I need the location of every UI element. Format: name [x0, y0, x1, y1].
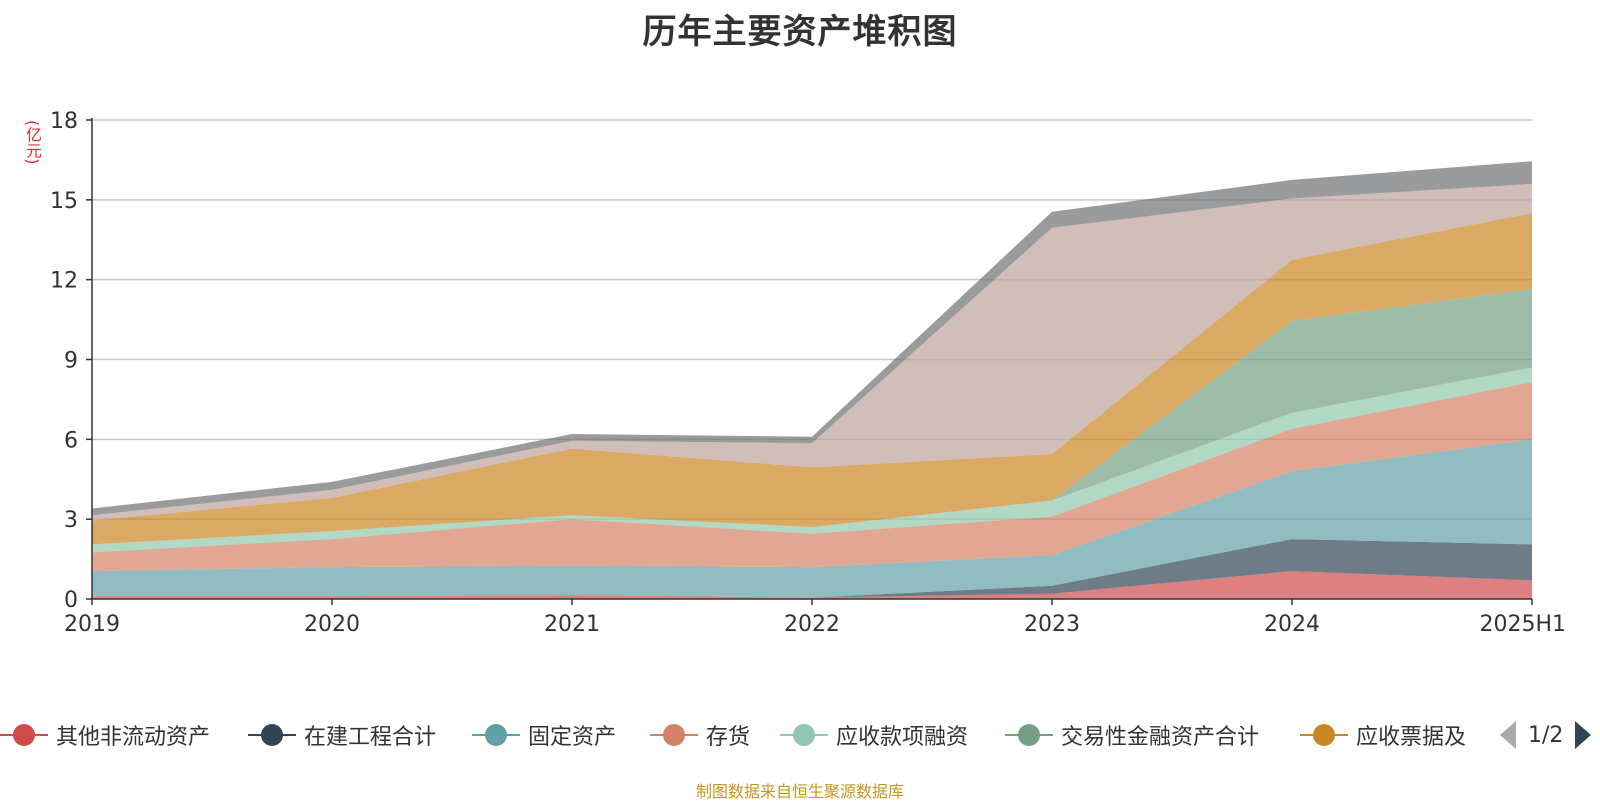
legend-label: 固定资产	[528, 725, 617, 750]
y-tick-label: 15	[50, 189, 78, 214]
legend-marker-icon	[780, 718, 828, 752]
chart-title: 历年主要资产堆积图	[642, 12, 958, 52]
legend-marker-icon	[472, 718, 520, 752]
area-series-7	[92, 213, 1532, 545]
legend-item[interactable]: 应收票据及	[1300, 718, 1466, 752]
area-series-3	[92, 439, 1532, 598]
legend-marker-icon	[650, 718, 698, 752]
legend-item[interactable]: 交易性金融资产合计	[1005, 718, 1259, 752]
legend: 其他非流动资产 在建工程合计 固定资产 存货 应收款项融资 交易性金融资产合计 应收票据及	[0, 718, 1600, 752]
legend-item[interactable]: 应收款项融资	[780, 718, 968, 752]
legend-marker-icon	[1300, 718, 1348, 752]
x-tick-label: 2021	[544, 612, 600, 637]
legend-label: 应收款项融资	[836, 725, 969, 750]
y-tick-label: 6	[64, 428, 78, 453]
legend-item[interactable]: 在建工程合计	[248, 718, 436, 752]
legend-marker-icon	[248, 718, 296, 752]
area-series-6	[92, 289, 1532, 545]
x-tick-label: 2019	[64, 612, 120, 637]
legend-page-indicator: 1/2	[1528, 722, 1564, 748]
area-series-1	[92, 571, 1532, 599]
y-tick-label: 18	[50, 109, 78, 134]
legend-item[interactable]: 其他非流动资产	[0, 718, 210, 752]
y-tick-label: 12	[50, 269, 78, 294]
legend-label: 存货	[706, 725, 751, 750]
legend-label: 其他非流动资产	[56, 725, 211, 750]
legend-prev-icon[interactable]	[1500, 721, 1516, 749]
x-tick-label: 2023	[1024, 612, 1080, 637]
x-tick-label: 2024	[1264, 612, 1320, 637]
data-source-note: 制图数据来自恒生聚源数据库	[695, 782, 904, 801]
legend-item[interactable]: 固定资产	[472, 718, 616, 752]
legend-label: 在建工程合计	[304, 725, 437, 750]
stacked-area-chart: 0 3 6 9 12 15 18 2019 2020 2021 2022 2023 2024 2025H1	[50, 109, 1566, 637]
area-series-8	[92, 183, 1532, 521]
y-axis-unit: (亿元)	[23, 120, 42, 165]
legend-marker-icon	[1005, 718, 1053, 752]
x-tick-label: 2025H1	[1479, 612, 1566, 637]
area-series-2	[92, 539, 1532, 598]
legend-next-icon[interactable]	[1575, 721, 1592, 749]
x-tick-label: 2020	[304, 612, 360, 637]
y-tick-label: 0	[64, 588, 78, 613]
area-series-4	[92, 382, 1532, 572]
legend-marker-icon	[0, 718, 48, 752]
legend-label: 应收票据及	[1356, 725, 1467, 750]
y-tick-label: 9	[64, 349, 78, 374]
legend-pager: 1/2	[1500, 718, 1592, 752]
legend-item[interactable]: 存货	[650, 718, 750, 752]
legend-label: 交易性金融资产合计	[1061, 725, 1260, 750]
x-tick-label: 2022	[784, 612, 840, 637]
y-tick-label: 3	[64, 508, 78, 533]
